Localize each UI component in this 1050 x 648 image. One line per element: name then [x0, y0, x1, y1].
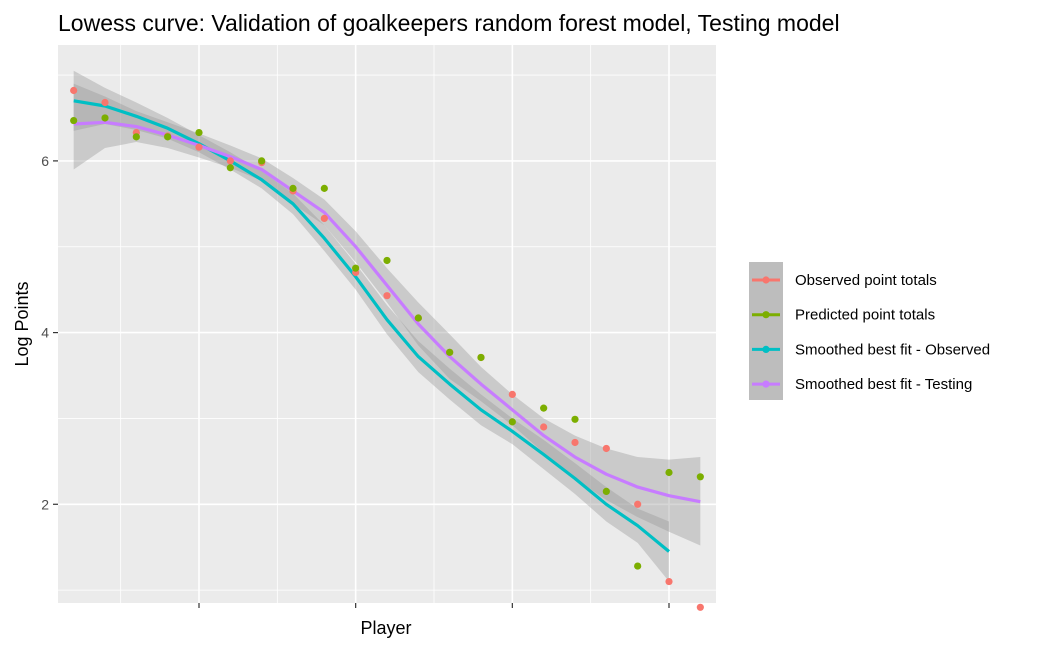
x-axis-title: Player: [360, 618, 411, 638]
data-point: [540, 404, 548, 412]
data-point: [226, 157, 234, 165]
smoothed-lines: [73, 99, 701, 553]
data-point: [665, 577, 673, 586]
x-axis: [198, 603, 670, 608]
data-point: [101, 114, 109, 122]
data-point: [352, 264, 360, 272]
legend-key-point: [762, 380, 770, 388]
minor-gridlines: [58, 45, 716, 603]
legend-label: Predicted point totals: [795, 307, 935, 324]
data-point: [571, 438, 579, 447]
data-point: [696, 603, 704, 611]
data-point: [414, 314, 422, 322]
legend-label: Smoothed best fit - Observed: [795, 341, 990, 358]
data-point: [383, 292, 391, 300]
data-point: [70, 116, 78, 125]
data-point: [383, 256, 391, 265]
data-point: [101, 98, 109, 107]
data-point: [446, 348, 454, 356]
data-point: [477, 353, 485, 362]
data-point: [195, 128, 203, 137]
data-points: [70, 86, 704, 611]
y-axis: 2 4 6: [41, 153, 58, 512]
legend-key-background: [749, 262, 783, 400]
legend-label: Observed point totals: [795, 272, 937, 289]
major-gridlines: [58, 45, 716, 603]
legend: Observed point totals Predicted point tot…: [749, 262, 990, 400]
data-point: [70, 86, 78, 95]
data-point: [195, 143, 203, 151]
y-tick-label: 2: [41, 496, 49, 512]
legend-key-point: [762, 311, 770, 319]
data-point: [320, 214, 328, 223]
data-point: [696, 473, 704, 481]
data-point: [602, 487, 610, 495]
data-point: [258, 157, 266, 165]
confidence-band: [73, 70, 669, 582]
data-point: [132, 133, 140, 141]
data-point: [289, 184, 297, 192]
smoothed-line: [73, 120, 701, 504]
data-point: [540, 423, 548, 431]
legend-label: Smoothed best fit - Testing: [795, 376, 972, 393]
y-axis-title: Log Points: [12, 281, 32, 366]
chart-title: Lowess curve: Validation of goalkeepers …: [58, 10, 840, 36]
data-point: [602, 444, 610, 453]
data-point: [320, 184, 328, 192]
y-tick-label: 4: [41, 325, 49, 341]
data-point: [508, 418, 516, 426]
legend-key-point: [762, 345, 770, 353]
legend-key-point: [762, 276, 770, 284]
data-point: [634, 500, 642, 508]
y-tick-label: 6: [41, 153, 49, 169]
smoothed-line: [73, 99, 671, 553]
data-point: [226, 164, 234, 172]
data-point: [164, 133, 172, 141]
data-point: [571, 415, 579, 423]
data-point: [665, 468, 673, 477]
data-point: [508, 390, 516, 398]
data-point: [634, 562, 642, 570]
